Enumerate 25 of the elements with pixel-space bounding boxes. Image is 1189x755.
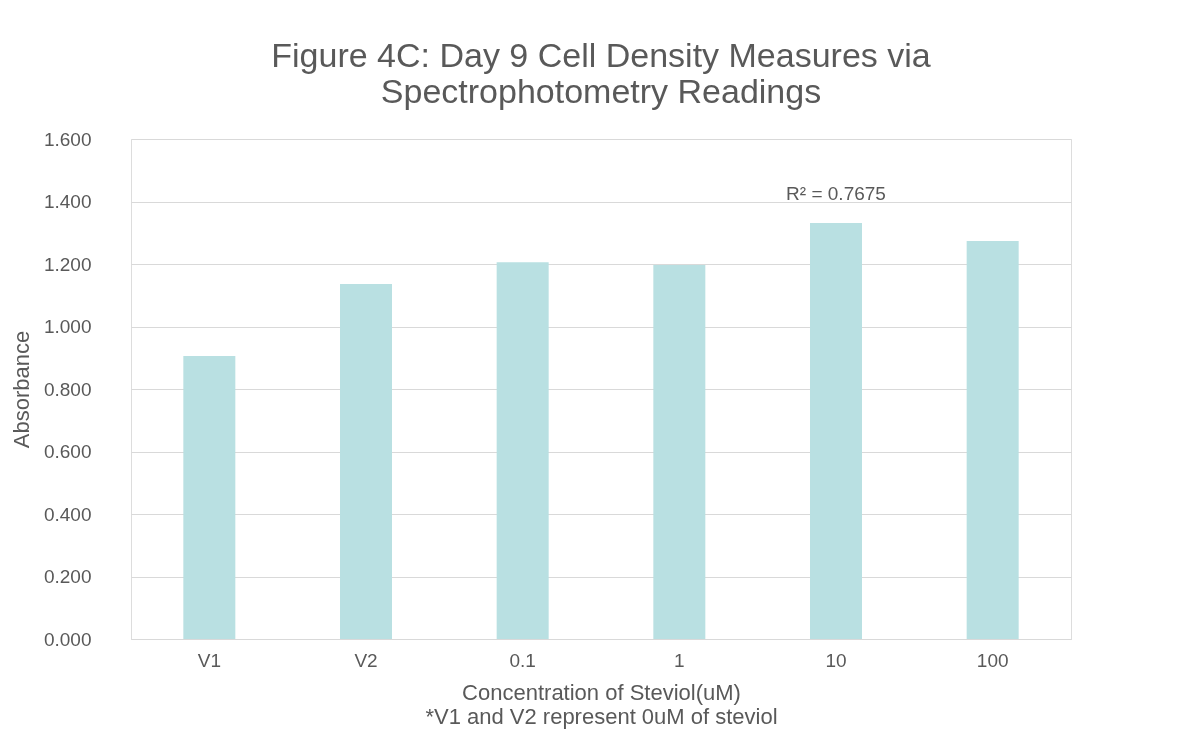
bar bbox=[183, 355, 236, 639]
bar bbox=[496, 262, 549, 639]
annotation: R² = 0.7675 bbox=[786, 183, 886, 204]
x-tick-label: 100 bbox=[976, 649, 1009, 671]
y-tick-label: 0.400 bbox=[43, 503, 92, 525]
bar bbox=[966, 240, 1019, 639]
chart-title: Figure 4C: Day 9 Cell Density Measures via Spectrophotometry Readings bbox=[271, 36, 931, 110]
y-tick-label: 0.800 bbox=[43, 378, 92, 400]
y-tick-label: 1.000 bbox=[43, 316, 92, 337]
x-tick-label: 10 bbox=[825, 649, 847, 671]
x-axis-title: Concentration of Steviol(uM) bbox=[462, 679, 741, 705]
bar bbox=[653, 264, 706, 639]
bar bbox=[340, 284, 392, 639]
y-tick-label: 1.200 bbox=[43, 253, 92, 275]
y-tick-label: 0.200 bbox=[43, 566, 92, 587]
y-tick-label: 1.400 bbox=[43, 191, 92, 212]
x-tick-label: 1 bbox=[674, 649, 685, 671]
y-tick-label: 1.600 bbox=[43, 128, 92, 150]
y-tick-label: 0.600 bbox=[43, 441, 92, 462]
x-tick-label: 0.1 bbox=[509, 649, 536, 671]
bar bbox=[810, 223, 862, 639]
y-tick-label: 0.000 bbox=[43, 628, 92, 650]
x-tick-label: V1 bbox=[197, 649, 221, 671]
x-tick-label: V2 bbox=[354, 649, 378, 671]
y-axis-title: Absorbance bbox=[8, 330, 34, 449]
